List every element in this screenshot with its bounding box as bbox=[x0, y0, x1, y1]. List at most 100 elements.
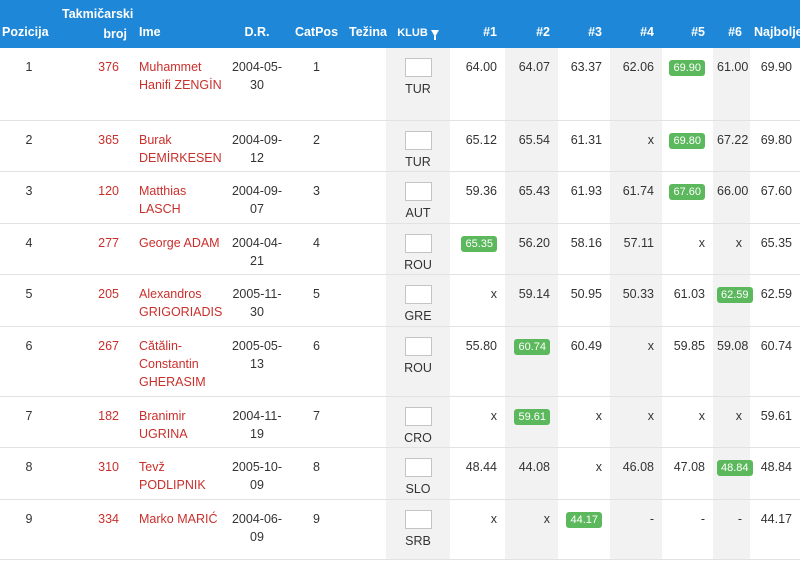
athlete-name-link[interactable]: Burak DEMİRKESEN bbox=[131, 120, 226, 172]
table-row[interactable]: 3 120 Matthias LASCH 2004-09-07 3 AUT 59.36 65.… bbox=[0, 171, 800, 224]
header-attempt-2[interactable]: #2 bbox=[505, 0, 558, 48]
table-row[interactable]: 2 365 Burak DEMİRKESEN 2004-09-12 2 TUR 65.12 6… bbox=[0, 120, 800, 172]
attempt-1-cell: x bbox=[450, 274, 505, 327]
header-club[interactable]: KLUB bbox=[386, 0, 450, 48]
attempt-value: 65.43 bbox=[518, 183, 550, 198]
club-cell: SRB bbox=[386, 499, 450, 560]
header-attempt-4[interactable]: #4 bbox=[610, 0, 662, 48]
bib-cell[interactable]: 277 bbox=[58, 223, 131, 275]
position-cell: 3 bbox=[0, 171, 58, 224]
header-catpos[interactable]: CatPos bbox=[288, 0, 345, 48]
club-cell: SLO bbox=[386, 447, 450, 500]
bib-cell[interactable]: 334 bbox=[58, 499, 131, 560]
attempt-2-cell: 59.61 bbox=[505, 396, 558, 448]
attempt-4-cell: x bbox=[610, 396, 662, 448]
table-row[interactable]: 7 182 Branimir UGRINA 2004-11-19 7 CRO x 59.61 x… bbox=[0, 396, 800, 448]
best-mark-badge: 60.74 bbox=[514, 338, 550, 355]
header-bib[interactable]: Takmičarski broj bbox=[58, 0, 134, 48]
athlete-name-link[interactable]: Matthias LASCH bbox=[131, 171, 226, 224]
flag-icon bbox=[404, 58, 432, 77]
attempt-2-cell: 44.08 bbox=[505, 447, 558, 500]
header-attempt-6[interactable]: #6 bbox=[713, 0, 750, 48]
club-code: CRO bbox=[404, 430, 432, 445]
athlete-name-link[interactable]: Muhammet Hanifi ZENGİN bbox=[131, 48, 226, 121]
attempt-5-cell: 59.85 bbox=[662, 326, 713, 397]
flag-icon bbox=[404, 130, 432, 150]
bib-cell[interactable]: 182 bbox=[58, 396, 131, 448]
table-row[interactable]: 9 334 Marko MARIĆ 2004-06-09 9 SRB x x 44.17- - -4… bbox=[0, 499, 800, 560]
attempt-6-cell: x bbox=[713, 396, 750, 448]
header-row: Pozicija Takmičarski broj Ime D.R. CatPo… bbox=[0, 0, 800, 48]
header-attempt-3[interactable]: #3 bbox=[558, 0, 610, 48]
catpos-cell: 3 bbox=[288, 171, 345, 224]
bib-cell[interactable]: 267 bbox=[58, 326, 131, 397]
flag-icon bbox=[404, 457, 432, 477]
header-attempt-5[interactable]: #5 bbox=[662, 0, 713, 48]
weight-cell bbox=[345, 499, 386, 560]
table-row[interactable]: 6 267 Cătălin-Constantin GHERASIM 2005-05-1… bbox=[0, 326, 800, 397]
attempt-value: x bbox=[595, 408, 602, 423]
attempt-3-cell: 61.31 bbox=[558, 120, 610, 172]
athlete-name-link[interactable]: Tevž PODLIPNIK bbox=[131, 447, 226, 500]
dob-cell: 2004-05-30 bbox=[226, 48, 288, 121]
attempt-value: x bbox=[490, 286, 497, 301]
best-cell: 59.61 bbox=[750, 396, 800, 448]
attempt-1-cell: 65.12 bbox=[450, 120, 505, 172]
catpos-cell: 4 bbox=[288, 223, 345, 275]
bib-cell[interactable]: 205 bbox=[58, 274, 131, 327]
header-dob[interactable]: D.R. bbox=[226, 0, 288, 48]
attempt-value: 60.49 bbox=[570, 338, 602, 353]
filter-icon[interactable] bbox=[430, 29, 439, 40]
athlete-name-link[interactable]: George ADAM bbox=[131, 223, 226, 275]
best-cell: 69.90 bbox=[750, 48, 800, 121]
bib-cell[interactable]: 120 bbox=[58, 171, 131, 224]
attempt-5-cell: 69.90 bbox=[662, 48, 713, 121]
bib-cell[interactable]: 310 bbox=[58, 447, 131, 500]
weight-cell bbox=[345, 447, 386, 500]
athlete-name-link[interactable]: Marko MARIĆ bbox=[131, 499, 226, 560]
attempt-2-cell: 56.20 bbox=[505, 223, 558, 275]
athlete-name-link[interactable]: Alexandros GRIGORIADIS bbox=[131, 274, 226, 327]
club-code: TUR bbox=[405, 82, 431, 96]
best-cell: 69.80 bbox=[750, 120, 800, 172]
attempt-value: x bbox=[698, 408, 705, 423]
athlete-name-link[interactable]: Branimir UGRINA bbox=[131, 396, 226, 448]
club-cell: GRE bbox=[386, 274, 450, 327]
attempt-value: 59.85 bbox=[673, 338, 705, 353]
athlete-name-link[interactable]: Cătălin-Constantin GHERASIM bbox=[131, 326, 226, 397]
header-pos[interactable]: Pozicija bbox=[0, 0, 58, 48]
best-mark-badge: 65.35 bbox=[461, 235, 497, 252]
dob-cell: 2005-10-09 bbox=[226, 447, 288, 500]
attempt-value: 67.22 bbox=[717, 132, 749, 147]
flag-icon bbox=[404, 336, 432, 356]
attempt-value: 47.08 bbox=[673, 459, 705, 474]
header-attempt-1[interactable]: #1 bbox=[450, 0, 505, 48]
dob-cell: 2004-09-12 bbox=[226, 120, 288, 172]
attempt-value: 61.03 bbox=[673, 286, 705, 301]
flag-icon bbox=[404, 181, 432, 201]
table-row[interactable]: 4 277 George ADAM 2004-04-21 4 ROU 65.35 56.20 5… bbox=[0, 223, 800, 275]
table-row[interactable]: 8 310 Tevž PODLIPNIK 2005-10-09 8 SLO 48.44 44.… bbox=[0, 447, 800, 500]
attempt-6-cell: 67.22 bbox=[713, 120, 750, 172]
attempt-value: 59.08 bbox=[717, 338, 749, 353]
position-cell: 7 bbox=[0, 396, 58, 448]
attempt-value: x bbox=[647, 338, 654, 353]
attempt-5-cell: x bbox=[662, 396, 713, 448]
bib-cell[interactable]: 365 bbox=[58, 120, 131, 172]
bib-cell[interactable]: 376 bbox=[58, 48, 131, 121]
weight-cell bbox=[345, 223, 386, 275]
attempt-5-cell: 61.03 bbox=[662, 274, 713, 327]
position-cell: 9 bbox=[0, 499, 58, 560]
attempt-1-cell: 59.36 bbox=[450, 171, 505, 224]
attempt-1-cell: 65.35 bbox=[450, 223, 505, 275]
table-row[interactable]: 1 376 Muhammet Hanifi ZENGİN 2004-05-30 1 TUR… bbox=[0, 48, 800, 121]
club-code: AUT bbox=[405, 205, 431, 220]
attempt-5-cell: 67.60 bbox=[662, 171, 713, 224]
header-bib-line1: Takmičarski bbox=[62, 7, 134, 21]
header-weight[interactable]: Težina bbox=[345, 0, 387, 48]
header-name[interactable]: Ime bbox=[131, 0, 226, 48]
attempt-value: 57.11 bbox=[623, 235, 654, 250]
table-row[interactable]: 5 205 Alexandros GRIGORIADIS 2005-11-30 5 GRE… bbox=[0, 274, 800, 327]
header-best[interactable]: Najbolje bbox=[750, 0, 800, 48]
best-cell: 60.74 bbox=[750, 326, 800, 397]
